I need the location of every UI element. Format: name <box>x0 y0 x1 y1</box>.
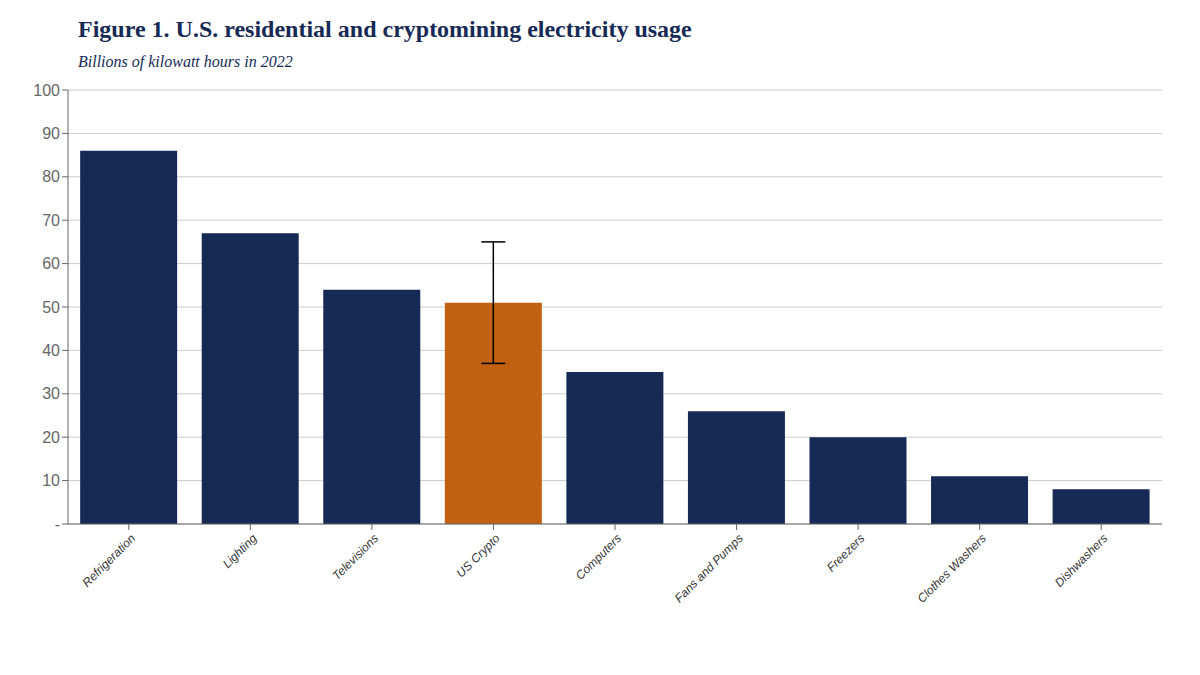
svg-text:Televisions: Televisions <box>330 531 382 583</box>
svg-text:40: 40 <box>42 342 60 359</box>
svg-text:Clothes Washers: Clothes Washers <box>915 531 989 605</box>
svg-text:60: 60 <box>42 255 60 272</box>
svg-text:100: 100 <box>33 82 60 99</box>
svg-text:80: 80 <box>42 168 60 185</box>
svg-text:Lighting: Lighting <box>220 531 260 571</box>
svg-text:Freezers: Freezers <box>824 531 867 574</box>
svg-text:70: 70 <box>42 212 60 229</box>
html-text:Billions of kilowatt hours in: Billions of kilowatt hours in 2022 <box>78 53 293 70</box>
svg-text:90: 90 <box>42 125 60 142</box>
svg-text:Computers: Computers <box>573 531 624 582</box>
svg-text:30: 30 <box>42 385 60 402</box>
svg-text:Dishwashers: Dishwashers <box>1052 531 1110 589</box>
svg-text:50: 50 <box>42 299 60 316</box>
html-text:Figure 1. U.S. residential and: Figure 1. U.S. residential and cryptomin… <box>78 16 692 42</box>
svg-text:US Crypto: US Crypto <box>454 531 503 580</box>
svg-text:10: 10 <box>42 472 60 489</box>
svg-text:-: - <box>55 516 60 533</box>
svg-text:Refrigeration: Refrigeration <box>79 531 138 590</box>
svg-text:20: 20 <box>42 429 60 446</box>
svg-text:Fans and Pumps: Fans and Pumps <box>672 531 746 605</box>
